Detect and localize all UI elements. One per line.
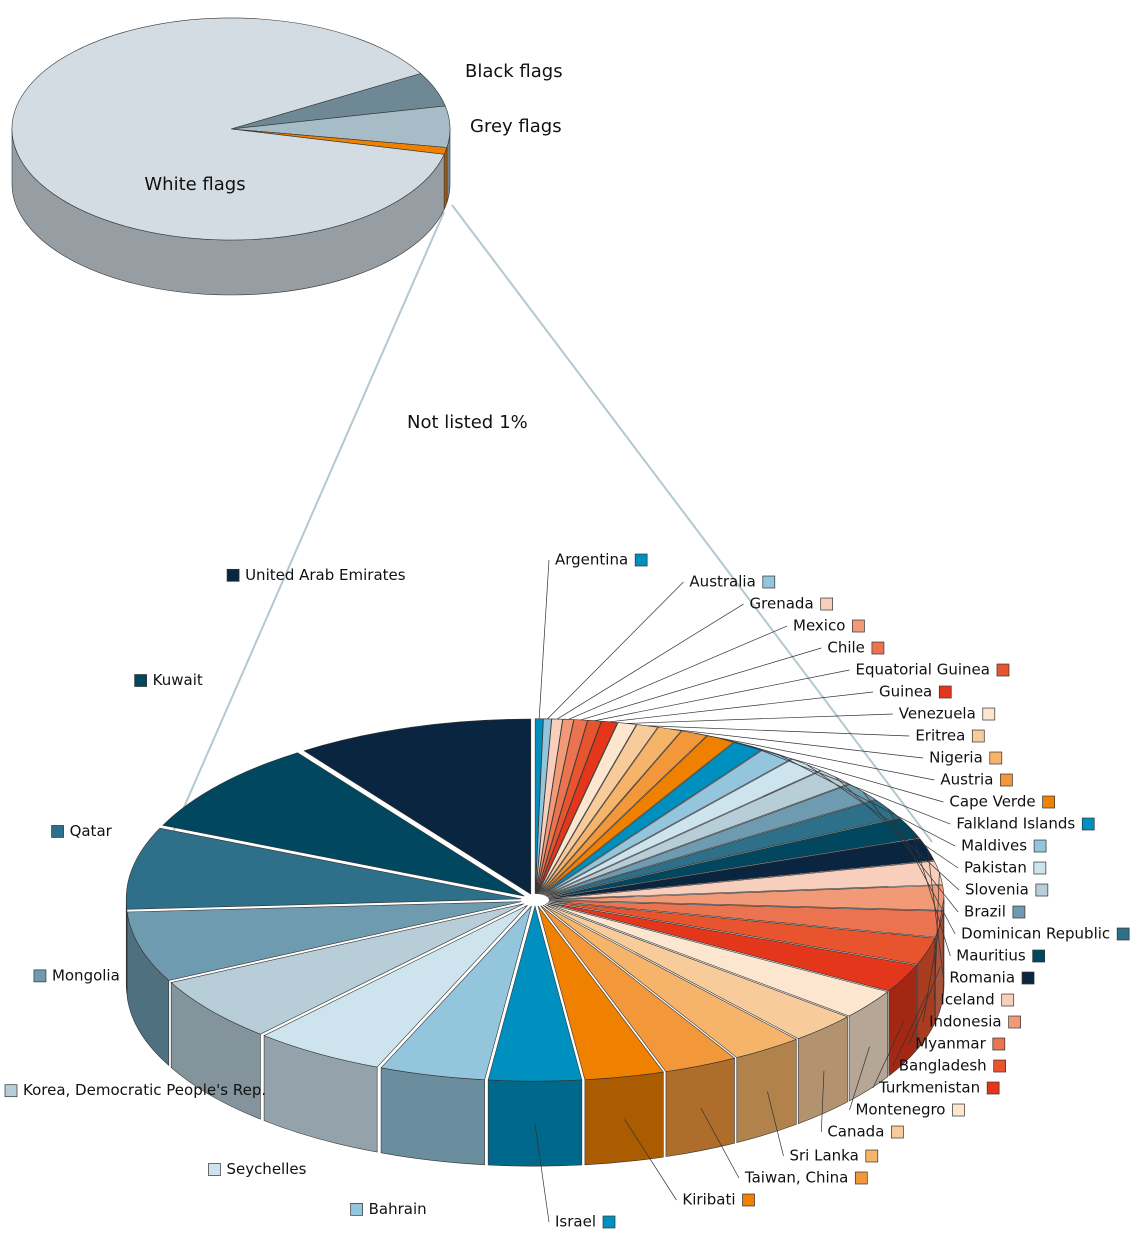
legend-label: Argentina [555,551,628,569]
legend-swatch [994,1060,1006,1072]
legend-label: Chile [827,639,865,657]
legend-label: Nigeria [929,749,983,767]
legend-swatch [997,664,1009,676]
legend-swatch [983,708,995,720]
legend-label: Cape Verde [949,793,1035,811]
legend-swatch [821,598,833,610]
legend-label: Romania [949,969,1015,987]
legend-swatch [872,642,884,654]
legend-swatch [1002,994,1014,1006]
legend-swatch [855,1172,867,1184]
legend-swatch [1082,818,1094,830]
legend-swatch [635,554,647,566]
legend-swatch [891,1126,903,1138]
value-label: 1% [499,412,528,433]
legend-label: Turkmenistan [878,1079,980,1097]
legend-label: Israel [555,1213,596,1231]
legend-label: Equatorial Guinea [856,661,990,679]
slice-label: White flags [144,174,245,195]
chart: Black flags Grey flags Not listed 1% White f… [0,0,1137,1236]
legend-swatch [34,970,46,982]
legend-label: Canada [827,1123,884,1141]
legend-swatch [135,675,147,687]
legend-swatch [1022,972,1034,984]
legend-label: Slovenia [965,881,1029,899]
legend-swatch [852,620,864,632]
legend-swatch [993,1038,1005,1050]
legend-swatch [1009,1016,1021,1028]
legend-swatch [1000,774,1012,786]
legend-label: Mexico [793,617,845,635]
slice-label: Black flags [465,61,563,82]
legend-label: Maldives [961,837,1027,855]
legend-label: Sri Lanka [789,1147,858,1165]
legend-label: Seychelles [226,1160,306,1178]
legend-swatch [1117,928,1129,940]
legend-label: Kiribati [682,1191,735,1209]
legend-swatch [1034,840,1046,852]
legend-label: Taiwan, China [744,1169,848,1187]
legend-swatch [952,1104,964,1116]
legend-label: Falkland Islands [956,815,1075,833]
legend-swatch [939,686,951,698]
legend-label: Qatar [70,822,113,840]
legend-label: Mauritius [956,947,1026,965]
legend-label: United Arab Emirates [245,566,406,584]
legend-label: Myanmar [915,1035,986,1053]
legend-label: Pakistan [964,859,1027,877]
legend-label: Australia [689,573,755,591]
legend-swatch [743,1194,755,1206]
legend-label: Kuwait [153,671,203,689]
legend-label: Brazil [964,903,1006,921]
legend-swatch [227,569,239,581]
legend-label: Mongolia [52,966,120,984]
legend-label: Bahrain [369,1200,427,1218]
legend-swatch [1034,862,1046,874]
legend-label: Venezuela [899,705,976,723]
legend-swatch [52,825,64,837]
legend-swatch [208,1164,220,1176]
legend-swatch [351,1203,363,1215]
slice-side [126,899,127,994]
legend-swatch [1036,884,1048,896]
slice-side [666,1058,735,1156]
legend-label: Indonesia [929,1013,1002,1031]
legend-label: Bangladesh [899,1057,987,1075]
legend-label: Dominican Republic [961,925,1110,943]
legend-swatch [603,1216,615,1228]
legend-swatch [763,576,775,588]
legend-swatch [5,1085,17,1097]
legend-swatch [972,730,984,742]
legend-swatch [990,752,1002,764]
legend-label: Austria [940,771,993,789]
legend-swatch [987,1082,999,1094]
slice-side [444,148,447,210]
slice-side [488,1080,582,1166]
legend-swatch [866,1150,878,1162]
legend-swatch [1013,906,1025,918]
legend-label: Guinea [879,683,932,701]
legend-swatch [1043,796,1055,808]
legend-label: Iceland [940,991,994,1009]
legend-label: Montenegro [855,1101,945,1119]
legend-label: Korea, Democratic People's Rep. [23,1081,266,1099]
legend-swatch [1033,950,1045,962]
slice-label: Not listed [407,412,493,433]
slice-side [585,1072,663,1165]
legend-label: Grenada [750,595,814,613]
slice-side [381,1068,485,1165]
legend-label: Eritrea [915,727,965,745]
slice-label: Grey flags [470,116,562,137]
